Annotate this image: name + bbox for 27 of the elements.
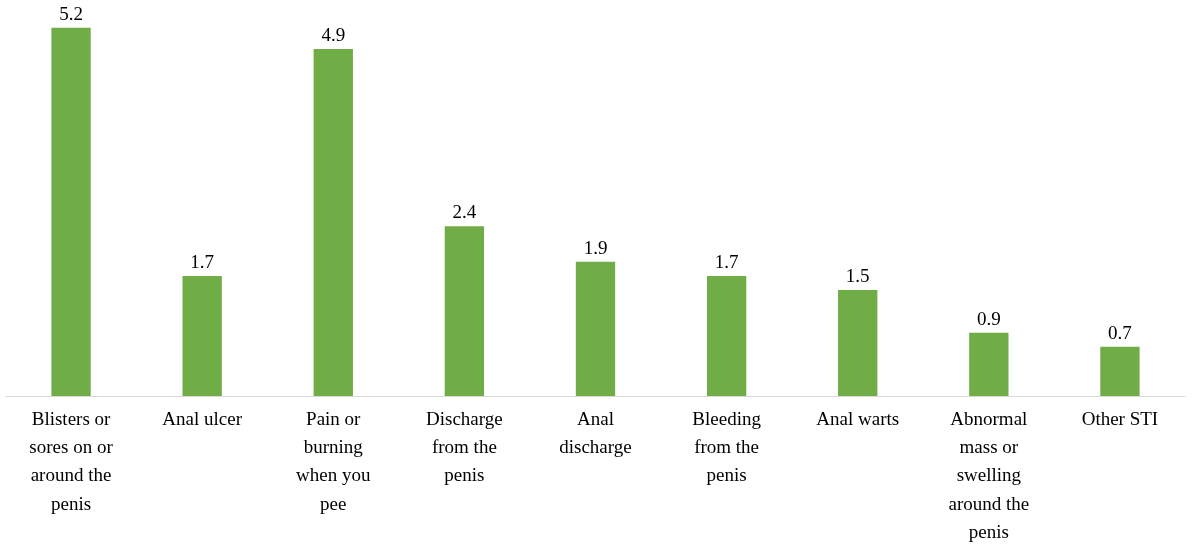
data-label: 1.7 <box>714 250 739 272</box>
x-tick-label: Abnormal mass or swelling around the penis <box>948 407 1030 542</box>
x-tick-label: Anal discharge <box>559 407 632 457</box>
bar <box>1100 346 1140 397</box>
data-label: 5.2 <box>59 2 83 24</box>
x-tick-label: Other STI <box>1081 407 1159 429</box>
bar <box>444 226 485 397</box>
x-tick-label: Anal warts <box>816 407 900 429</box>
data-label: 1.7 <box>190 250 215 272</box>
data-label: 4.9 <box>321 23 346 45</box>
x-tick-label: Blisters or sores on or around the penis <box>29 407 114 514</box>
bar <box>706 275 747 397</box>
x-tick-label: Discharge from the penis <box>426 407 503 486</box>
x-tick-label: Pain or burning when you pee <box>296 407 371 514</box>
bar <box>575 261 616 397</box>
bar <box>838 290 878 397</box>
x-tick-label: Anal ulcer <box>162 407 243 429</box>
bar <box>969 332 1009 397</box>
x-tick-label: Bleeding from the penis <box>692 407 762 486</box>
bar <box>182 275 222 397</box>
data-label: 2.4 <box>452 201 477 223</box>
data-label: 0.7 <box>1108 321 1132 343</box>
data-label: 0.9 <box>976 307 1001 329</box>
bar <box>51 27 91 397</box>
data-label: 1.9 <box>583 236 608 258</box>
bar <box>313 48 353 397</box>
data-label: 1.5 <box>845 265 870 287</box>
